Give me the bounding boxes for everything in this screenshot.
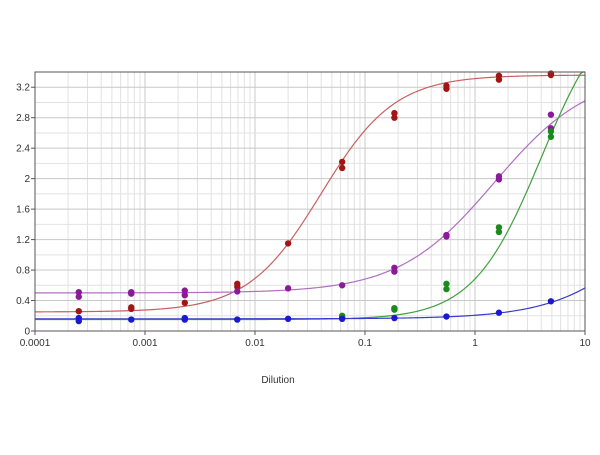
y-tick-label: 0.4 bbox=[16, 296, 30, 307]
series-4-data-point bbox=[181, 314, 188, 322]
x-tick-label: 0.001 bbox=[132, 338, 157, 349]
series-1-data-point bbox=[338, 158, 346, 166]
y-tick-label: 0 bbox=[24, 327, 30, 338]
series-4-data-point bbox=[391, 314, 398, 322]
x-tick-label: 1 bbox=[472, 338, 478, 349]
series-2-data-point bbox=[181, 287, 188, 294]
series-2-data-point bbox=[234, 288, 241, 295]
series-4-data-point bbox=[338, 315, 346, 323]
x-tick-label: 0.0001 bbox=[20, 338, 51, 349]
series-3-data-point bbox=[495, 228, 503, 236]
series-1-fit-curve bbox=[34, 74, 586, 313]
series-4-data-point bbox=[547, 298, 555, 305]
series-4-data-point bbox=[234, 316, 241, 323]
fit-curves bbox=[34, 71, 586, 321]
series-3-data-point bbox=[443, 285, 450, 293]
x-tick-label: 0.01 bbox=[245, 338, 265, 349]
series-3-data-point bbox=[547, 133, 555, 140]
y-tick-label: 2 bbox=[24, 174, 30, 185]
x-axis-ticks: 0.0001 0.001 0.01 0.1 1 10 bbox=[20, 331, 591, 349]
series-4-data-point bbox=[495, 309, 503, 316]
series-2-data-point bbox=[128, 288, 135, 296]
x-tick-label: 0.1 bbox=[358, 338, 372, 349]
y-tick-label: 1.2 bbox=[16, 235, 30, 246]
data-points bbox=[75, 70, 555, 325]
series-1-data-point bbox=[391, 109, 398, 117]
y-axis-ticks: 0 0.4 0.8 1.2 1.6 2 2.4 2.8 3.2 bbox=[16, 83, 35, 338]
series-1-data-point bbox=[391, 114, 398, 121]
series-1-data-point bbox=[284, 240, 292, 247]
series-4-data-point bbox=[128, 316, 135, 323]
series-1-data-point bbox=[338, 164, 346, 172]
series-1-data-point bbox=[128, 304, 135, 311]
series-4-fit-curve bbox=[35, 287, 586, 320]
y-tick-label: 3.2 bbox=[16, 83, 30, 94]
y-tick-label: 2.8 bbox=[16, 113, 30, 124]
x-tick-label: 10 bbox=[579, 338, 591, 349]
y-tick-label: 0.8 bbox=[16, 266, 30, 277]
series-1-data-point bbox=[443, 82, 450, 89]
series-1-data-point bbox=[547, 70, 555, 77]
series-2-data-point bbox=[443, 231, 450, 239]
series-2-data-point bbox=[338, 282, 346, 289]
series-3-data-point bbox=[391, 304, 398, 312]
series-2-data-point bbox=[547, 111, 555, 118]
series-1-data-point bbox=[181, 299, 188, 307]
series-2-data-point bbox=[391, 264, 398, 271]
series-2-data-point bbox=[75, 288, 82, 296]
series-2-fit-curve bbox=[35, 100, 586, 294]
y-tick-label: 2.4 bbox=[16, 144, 30, 155]
series-3-data-point bbox=[443, 280, 450, 287]
series-3-data-point bbox=[547, 128, 555, 135]
series-1-data-point bbox=[75, 307, 82, 315]
series-4-data-point bbox=[284, 315, 292, 323]
series-3-data-point bbox=[495, 224, 503, 231]
series-2-data-point bbox=[284, 285, 292, 292]
series-1-data-point bbox=[234, 280, 241, 287]
series-4-data-point bbox=[443, 313, 450, 320]
series-2-data-point bbox=[75, 293, 82, 300]
series-4-data-point bbox=[75, 314, 82, 322]
series-2-data-point bbox=[181, 291, 188, 299]
plot-frame bbox=[34, 71, 586, 332]
plot-area-background bbox=[35, 72, 585, 331]
series-2-data-point bbox=[495, 173, 503, 180]
x-axis-label: Dilution bbox=[261, 375, 294, 386]
series-1-data-point bbox=[495, 72, 503, 80]
y-tick-label: 1.6 bbox=[16, 205, 30, 216]
